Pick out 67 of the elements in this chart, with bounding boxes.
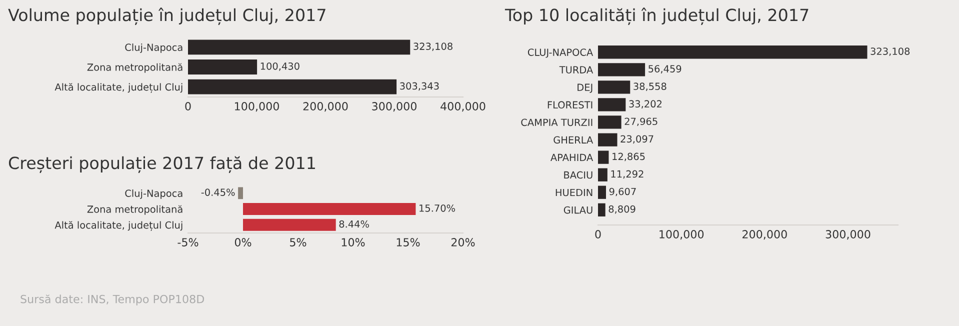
x-tick-label: 0 — [595, 230, 601, 238]
data-label: 23,097 — [620, 135, 654, 144]
x-tick-label: 300,000 — [372, 102, 416, 112]
x-tick-label: 300,000 — [826, 230, 870, 240]
y-tick-label: Cluj-Napoca — [125, 189, 182, 199]
x-tick-label: 400,000 — [440, 102, 486, 112]
bar — [598, 186, 606, 199]
data-label: 15.70% — [420, 204, 456, 212]
bar — [598, 98, 626, 112]
y-tick-label: BACIU — [564, 171, 592, 179]
y-tick-label: CLUJ-NAPOCA — [528, 48, 594, 58]
y-tick-label: Zona metropolitană — [87, 205, 182, 215]
bar — [188, 79, 397, 94]
data-label: -0.45% — [201, 188, 235, 196]
x-tick-label: 20% — [451, 238, 475, 246]
x-tick-label: 100,000 — [234, 102, 279, 112]
bar — [598, 133, 618, 146]
x-tick-label: 0% — [234, 238, 252, 246]
data-label: 12,865 — [612, 152, 645, 162]
bar — [598, 80, 630, 94]
chart-title: Top 10 localități în județul Cluj, 2017 — [504, 8, 808, 25]
bar — [598, 150, 609, 164]
text: Sursă date: INS, Tempo POP108D — [20, 294, 204, 306]
data-label: 9,607 — [609, 188, 636, 196]
bar — [598, 203, 606, 216]
y-tick-label: Cluj-Napoca — [125, 43, 182, 53]
y-tick-label: HUEDIN — [556, 188, 592, 196]
data-label: 8.44% — [339, 220, 369, 228]
bar — [598, 63, 646, 76]
data-label: 303,343 — [400, 82, 439, 91]
x-tick-label: 200,000 — [303, 102, 348, 112]
x-tick-label: -5% — [178, 238, 198, 246]
y-tick-label: APAHIDA — [550, 154, 594, 161]
y-tick-label: TURDA — [559, 66, 594, 74]
y-tick-label: Altă localitate, județul Cluj — [54, 83, 182, 93]
x-tick-label: 10% — [342, 238, 365, 246]
bar — [598, 46, 868, 59]
y-tick-label: GILAU — [564, 206, 592, 214]
x-tick-label: 0 — [185, 102, 191, 110]
y-tick-label: FLORESTI — [548, 101, 592, 109]
data-label: 100,430 — [260, 62, 300, 71]
bar — [188, 40, 410, 55]
y-tick-label: Zona metropolitană — [87, 63, 182, 73]
data-label: 27,965 — [624, 118, 658, 126]
y-tick-label: GHERLA — [554, 136, 594, 144]
data-label: 56,459 — [648, 65, 682, 74]
y-tick-label: Altă localitate, județul Cluj — [54, 221, 182, 231]
data-label: 38,558 — [634, 82, 666, 91]
bar — [598, 168, 608, 182]
x-tick-label: 100,000 — [660, 230, 704, 240]
bar — [598, 116, 622, 129]
data-label: 11,292 — [611, 170, 644, 179]
x-tick-label: 200,000 — [742, 230, 787, 240]
x-tick-label: 5% — [290, 238, 306, 246]
x-tick-label: 15% — [396, 238, 420, 246]
data-label: 33,202 — [629, 100, 662, 109]
y-tick-label: DEJ — [578, 84, 592, 93]
data-label: 8,809 — [608, 205, 636, 214]
y-tick-label: CAMPIA TURZII — [521, 118, 592, 126]
chart-title: Creșteri populație 2017 față de 2011 — [8, 156, 315, 173]
chart-title: Volume populație în județul Cluj, 2017 — [8, 8, 326, 25]
bar — [188, 60, 258, 74]
data-label: 323,108 — [414, 42, 452, 51]
bar — [238, 187, 243, 200]
bar — [243, 203, 416, 215]
data-label: 323,108 — [870, 48, 910, 56]
bar — [243, 218, 336, 231]
